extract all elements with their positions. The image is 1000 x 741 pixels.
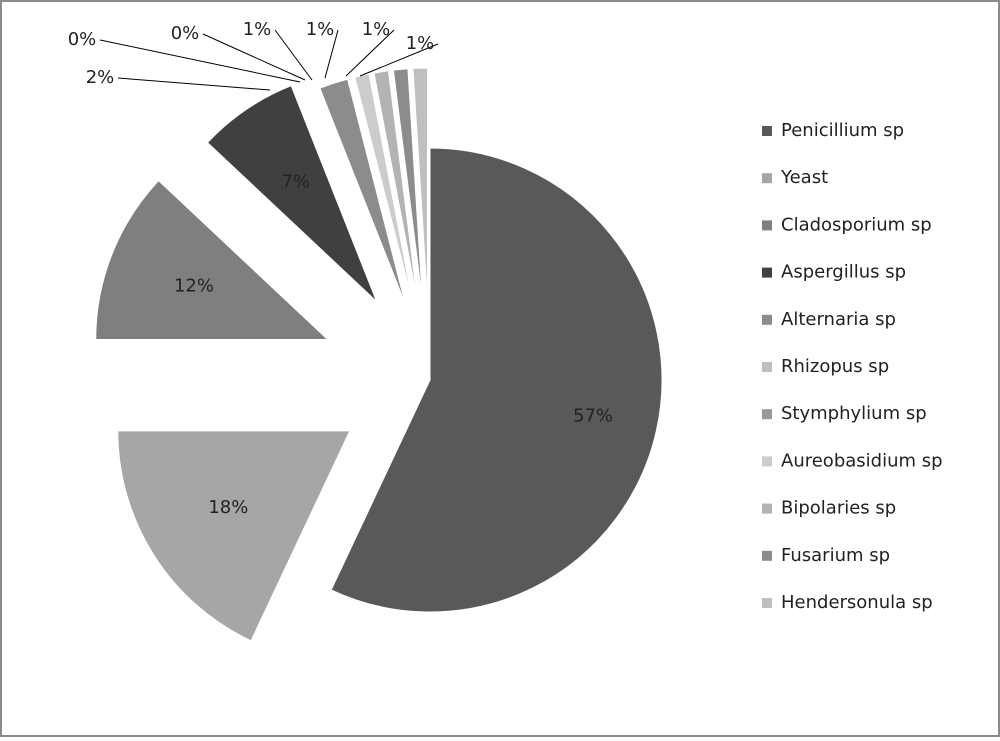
legend-label: Aspergillus sp bbox=[781, 262, 906, 283]
pie-slice bbox=[117, 430, 351, 642]
leader-line bbox=[274, 29, 313, 81]
pie-slice bbox=[412, 67, 428, 301]
data-label: 7% bbox=[281, 171, 310, 192]
legend-swatch bbox=[762, 267, 772, 278]
leader-line bbox=[324, 29, 339, 79]
legend-label: Fusarium sp bbox=[781, 545, 890, 566]
legend-swatch bbox=[762, 550, 772, 561]
leader-line bbox=[99, 39, 301, 83]
legend-label: Penicillium sp bbox=[781, 120, 904, 141]
data-label: 2% bbox=[86, 67, 115, 88]
data-label: 1% bbox=[362, 19, 391, 40]
pie-slice bbox=[373, 70, 418, 302]
legend-label: Cladosporium sp bbox=[781, 214, 932, 235]
legend-swatch bbox=[762, 503, 772, 514]
pie-slice bbox=[330, 147, 663, 613]
legend-swatch bbox=[762, 362, 772, 372]
legend-label: Alternaria sp bbox=[781, 309, 896, 330]
leader-line bbox=[202, 33, 306, 81]
data-label: 18% bbox=[208, 497, 248, 518]
legend-swatch bbox=[762, 173, 772, 184]
pie-slice bbox=[95, 179, 329, 341]
legend-swatch bbox=[762, 220, 772, 231]
pie-slice bbox=[392, 68, 423, 301]
data-label: 1% bbox=[406, 33, 435, 54]
legend-label: Bipolaries sp bbox=[781, 498, 896, 519]
data-label: 1% bbox=[306, 19, 335, 40]
data-label: 57% bbox=[573, 405, 613, 426]
data-label: 0% bbox=[68, 29, 97, 50]
leader-line bbox=[117, 77, 271, 91]
legend-swatch bbox=[762, 409, 772, 420]
legend-swatch bbox=[762, 126, 772, 136]
legend-label: Yeast bbox=[780, 167, 828, 188]
legend-label: Hendersonula sp bbox=[781, 592, 933, 613]
legend-label: Stymphylium sp bbox=[781, 403, 927, 424]
legend-swatch bbox=[762, 598, 772, 608]
pie-slice bbox=[319, 78, 406, 305]
pie-slice bbox=[206, 85, 378, 302]
data-label: 12% bbox=[174, 276, 214, 297]
legend-swatch bbox=[762, 456, 772, 467]
legend-label: Rhizopus sp bbox=[781, 356, 889, 377]
pie-slice bbox=[351, 77, 411, 303]
legend-swatch bbox=[762, 314, 772, 325]
legend-label: Aureobasidium sp bbox=[781, 450, 943, 471]
leader-line bbox=[345, 29, 395, 77]
leader-line bbox=[359, 43, 439, 77]
data-label: 0% bbox=[171, 23, 200, 44]
data-label: 1% bbox=[243, 19, 272, 40]
